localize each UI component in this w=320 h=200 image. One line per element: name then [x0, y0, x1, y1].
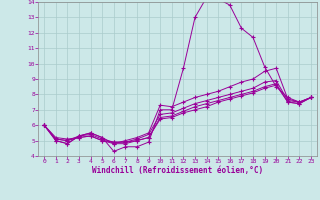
X-axis label: Windchill (Refroidissement éolien,°C): Windchill (Refroidissement éolien,°C)	[92, 166, 263, 175]
